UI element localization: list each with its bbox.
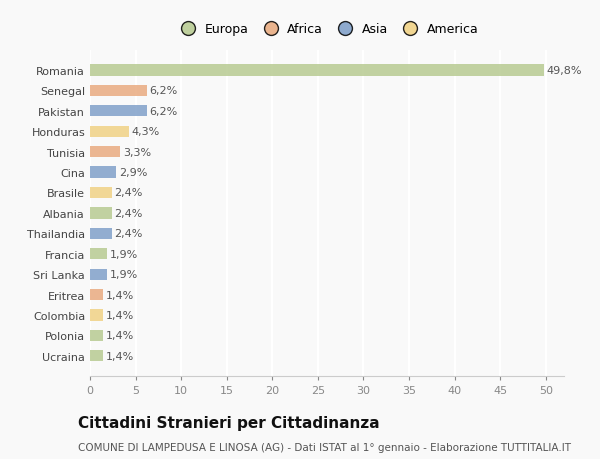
Text: 1,4%: 1,4% [106, 330, 134, 341]
Bar [90, 208, 112, 219]
Text: 3,3%: 3,3% [123, 147, 151, 157]
Bar [90, 126, 129, 138]
Bar [90, 167, 116, 178]
Text: 2,4%: 2,4% [115, 208, 143, 218]
Text: 2,4%: 2,4% [115, 188, 143, 198]
Text: 2,9%: 2,9% [119, 168, 148, 178]
Text: 6,2%: 6,2% [149, 86, 178, 96]
Text: 1,9%: 1,9% [110, 269, 139, 280]
Bar [90, 350, 103, 362]
Text: 1,9%: 1,9% [110, 249, 139, 259]
Bar [90, 330, 103, 341]
Bar [90, 106, 146, 117]
Text: 4,3%: 4,3% [132, 127, 160, 137]
Bar [90, 187, 112, 199]
Legend: Europa, Africa, Asia, America: Europa, Africa, Asia, America [173, 21, 481, 39]
Text: 1,4%: 1,4% [106, 351, 134, 361]
Text: 1,4%: 1,4% [106, 290, 134, 300]
Text: 49,8%: 49,8% [547, 66, 582, 76]
Text: Cittadini Stranieri per Cittadinanza: Cittadini Stranieri per Cittadinanza [78, 415, 380, 431]
Bar [90, 228, 112, 240]
Text: 2,4%: 2,4% [115, 229, 143, 239]
Bar [90, 269, 107, 280]
Bar [90, 310, 103, 321]
Text: COMUNE DI LAMPEDUSA E LINOSA (AG) - Dati ISTAT al 1° gennaio - Elaborazione TUTT: COMUNE DI LAMPEDUSA E LINOSA (AG) - Dati… [78, 442, 571, 452]
Bar [90, 86, 146, 97]
Bar [90, 147, 120, 158]
Text: 6,2%: 6,2% [149, 106, 178, 117]
Bar [90, 65, 544, 77]
Bar [90, 289, 103, 301]
Bar [90, 249, 107, 260]
Text: 1,4%: 1,4% [106, 310, 134, 320]
